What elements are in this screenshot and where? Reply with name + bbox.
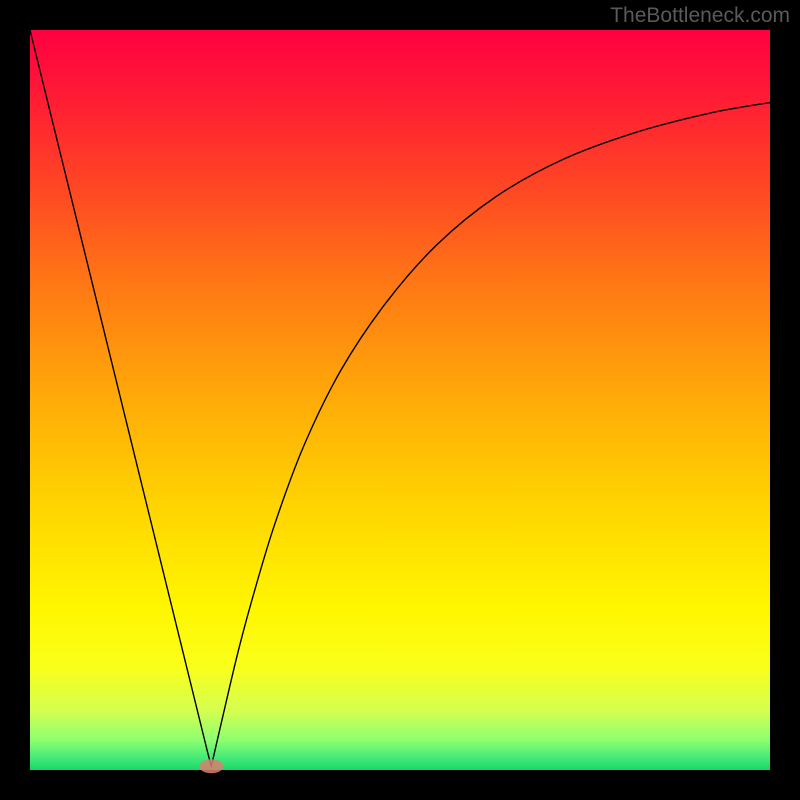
chart-container: TheBottleneck.com bbox=[0, 0, 800, 800]
chart-svg bbox=[0, 0, 800, 800]
watermark-text: TheBottleneck.com bbox=[610, 4, 790, 28]
dip-marker bbox=[199, 759, 223, 773]
plot-background bbox=[30, 30, 770, 770]
